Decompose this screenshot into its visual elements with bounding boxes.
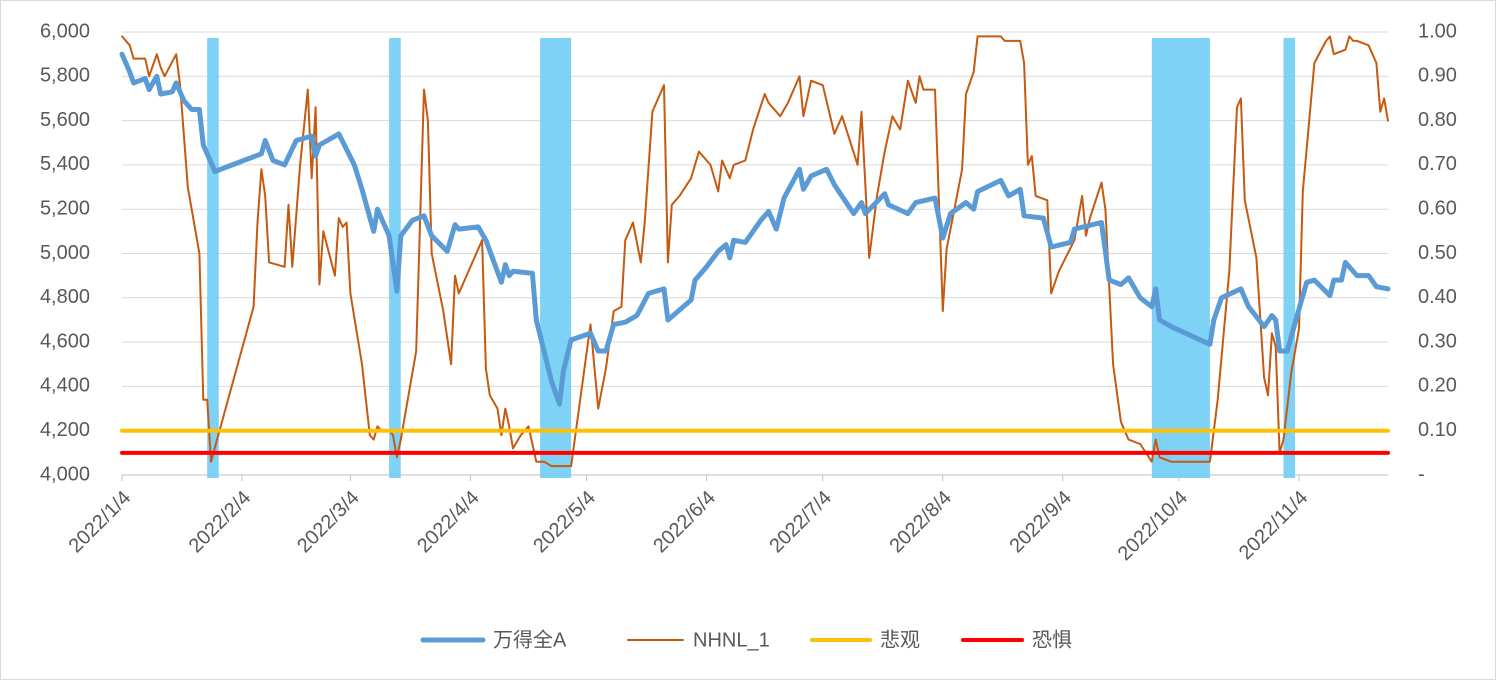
highlight-band [389,38,401,478]
y-tick-label: 5,000 [40,242,90,264]
y2-tick-label: 0.90 [1418,65,1457,87]
y2-tick-label: 0.40 [1418,286,1457,308]
highlight-band [1151,38,1210,478]
y2-tick-label: 0.30 [1418,330,1457,352]
series-line [121,35,1389,468]
legend-label: 悲观 [880,628,920,651]
legend-label: 恐惧 [1032,628,1072,651]
y2-tick-label: 0.10 [1418,419,1457,441]
y-tick-label: 4,000 [40,463,90,485]
y2-tick-label: - [1418,463,1425,485]
y2-tick-label: 0.60 [1418,197,1457,219]
y2-tick-label: 0.20 [1418,375,1457,397]
highlight-band [1283,38,1296,478]
y-tick-label: 6,000 [40,20,90,42]
series-line [119,51,1391,407]
y-tick-label: 4,200 [40,419,90,441]
y2-tick-label: 1.00 [1418,20,1457,42]
y2-tick-label: 0.50 [1418,242,1457,264]
y-tick-label: 5,600 [40,109,90,131]
y2-tick-label: 0.70 [1418,153,1457,175]
y-tick-label: 4,400 [40,375,90,397]
y-tick-label: 5,800 [40,65,90,87]
y-tick-label: 4,800 [40,286,90,308]
highlight-band [540,38,572,478]
highlight-band [207,38,219,478]
legend-label: NHNL_1 [693,629,770,651]
legend-label: 万得全A [493,628,567,651]
y2-tick-label: 0.80 [1418,109,1457,131]
y-tick-label: 4,600 [40,330,90,352]
y-tick-label: 5,400 [40,153,90,175]
y-tick-label: 5,200 [40,197,90,219]
